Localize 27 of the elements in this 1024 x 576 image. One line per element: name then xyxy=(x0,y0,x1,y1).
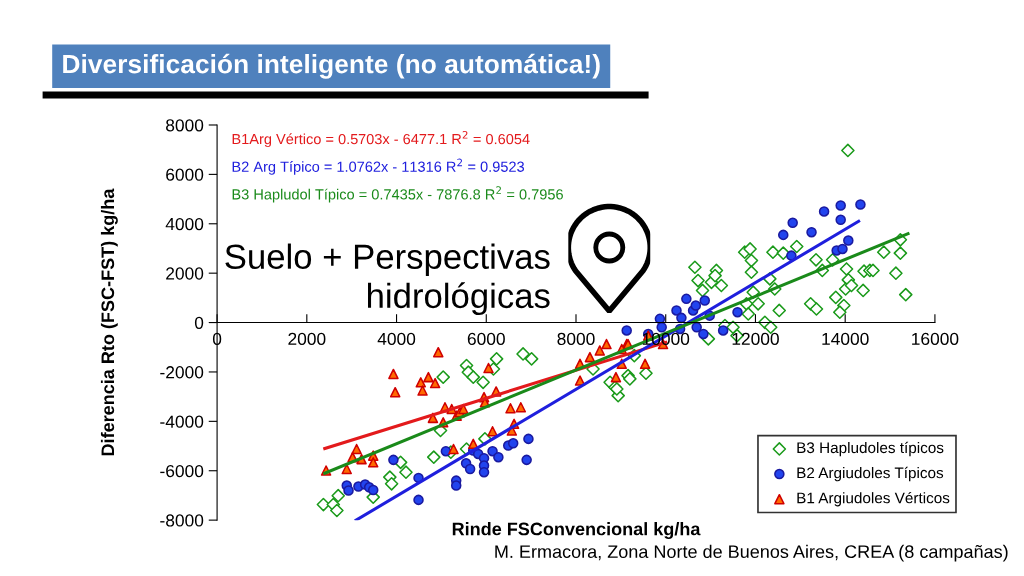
y-tick-label: 4000 xyxy=(165,217,204,231)
chart-title: Diversificación inteligente (no automática!) xyxy=(63,53,600,79)
x-tick-label: 6000 xyxy=(467,332,505,346)
x-tick-label: 14000 xyxy=(822,332,869,346)
annotation: B1Arg Vértico = 0.5703x - 6477.1 R$^{2}$ = 0.6054 xyxy=(232,130,530,148)
annotation: Suelo + Perspectivas hidrológicas xyxy=(225,243,550,316)
y-tick-label: -6000 xyxy=(160,464,204,478)
annotation: B3 Hapludol Típico = 0.7435x - 7876.8 R$^{2}$ = 0.7956 xyxy=(232,186,563,203)
y-axis-title: Diferencia Rto (FSC-FST) kg/ha xyxy=(100,188,118,456)
y-tick-label: 2000 xyxy=(166,267,204,280)
annotation: B2 Arg Típico = 1.0762x - 11316 R$^{2}$ = 0.9523 xyxy=(232,158,525,175)
x-tick-label: 16000 xyxy=(912,332,959,346)
text: M. Ermacora, Zona Norte de Buenos Aires, CREA (8 campañas) xyxy=(495,544,1008,562)
y-tick-label: -4000 xyxy=(160,415,204,428)
y-tick-label: -8000 xyxy=(160,514,204,527)
x-tick-label: 12000 xyxy=(732,332,779,346)
x-tick-label: 2000 xyxy=(288,332,326,346)
x-tick-label: 4000 xyxy=(377,332,416,346)
x-axis-title: Rinde FSConvencional kg/ha xyxy=(452,522,701,540)
legend-label: B2 Argiudoles Típicos xyxy=(797,466,944,482)
y-tick-label: -2000 xyxy=(160,366,204,379)
legend-label: B3 Hapludoles típicos xyxy=(797,441,944,457)
y-tick-label: 0 xyxy=(194,316,204,330)
y-tick-label: 6000 xyxy=(166,168,204,181)
y-tick-label: 8000 xyxy=(166,119,204,132)
x-tick-label: 8000 xyxy=(557,332,595,346)
legend-label: B1 Argiudoles Vérticos xyxy=(797,491,950,507)
